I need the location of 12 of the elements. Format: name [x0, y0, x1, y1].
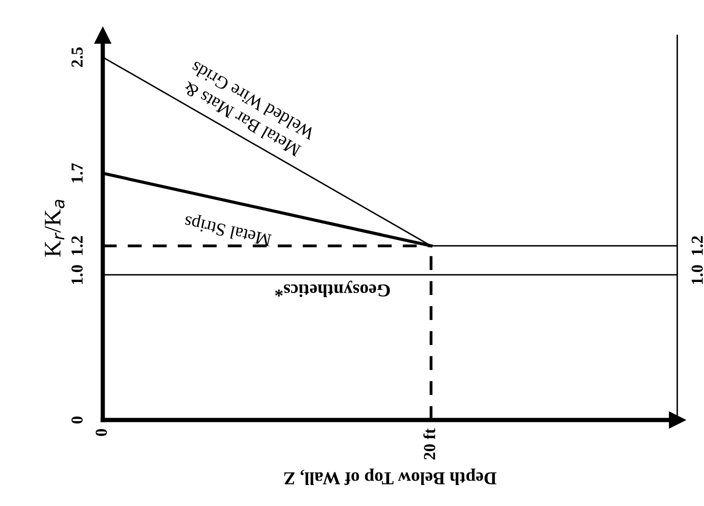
y-tick-label: 1.2 — [72, 236, 83, 255]
x-tick-label: 20 ft — [423, 428, 436, 460]
x-axis-title: Depth Below Top of Wall, Z — [284, 468, 496, 486]
y-tick-label: 2.5 — [72, 47, 83, 67]
text: Metal Strips — [184, 212, 273, 248]
y-tick-label: 0 — [71, 416, 83, 424]
series-label: Geosynthetics* — [275, 280, 390, 298]
y2-tick-label: 1.0 — [692, 265, 703, 284]
y2-tick-label: 1.2 — [692, 236, 703, 255]
y-tick-label: 1.7 — [72, 163, 83, 182]
y-tick-label: 1.0 — [71, 265, 83, 284]
y-axis-title: K$_{r}$/K$_{a}$ — [44, 200, 65, 257]
